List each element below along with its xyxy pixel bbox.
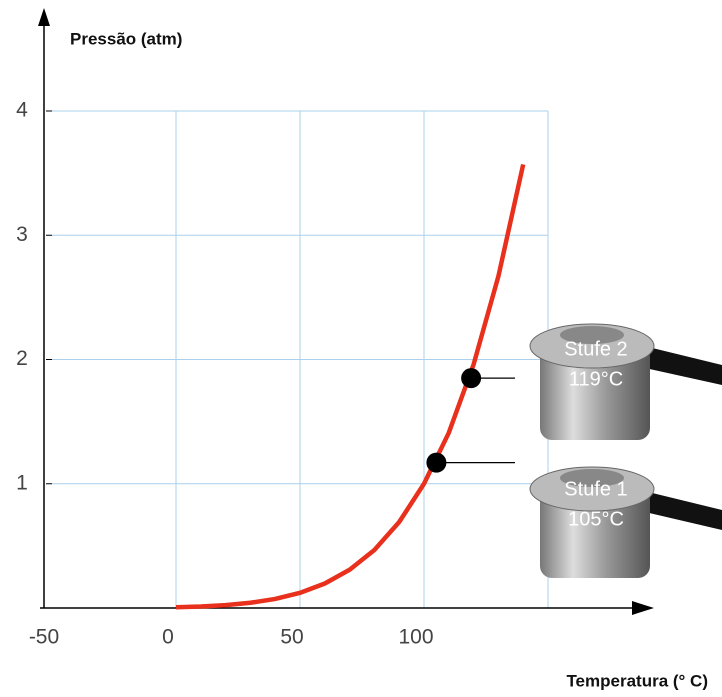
marker-name: Stufe 2 xyxy=(564,338,627,360)
x-tick-label: 0 xyxy=(162,626,174,649)
x-tick-label: 50 xyxy=(280,626,303,649)
y-tick-label: 3 xyxy=(16,223,28,246)
y-axis-arrow xyxy=(38,8,50,26)
y-axis-label: Pressão (atm) xyxy=(70,29,182,48)
marker-point xyxy=(461,368,482,389)
x-axis-arrow xyxy=(632,601,654,615)
marker-label: 105°C xyxy=(568,508,624,530)
y-tick-label: 2 xyxy=(16,347,28,370)
marker-point xyxy=(426,452,447,473)
marker-name: Stufe 1 xyxy=(564,478,627,500)
cooker-2 xyxy=(529,323,722,440)
x-tick-label: 100 xyxy=(398,626,433,649)
marker-label: 119°C xyxy=(569,368,623,390)
cooker-1 xyxy=(529,466,722,578)
y-tick-label: 1 xyxy=(16,471,28,494)
x-axis-label: Temperatura (° C) xyxy=(566,671,708,690)
data-line xyxy=(175,163,526,610)
x-tick-label: -50 xyxy=(29,626,59,649)
y-tick-label: 4 xyxy=(16,99,28,122)
